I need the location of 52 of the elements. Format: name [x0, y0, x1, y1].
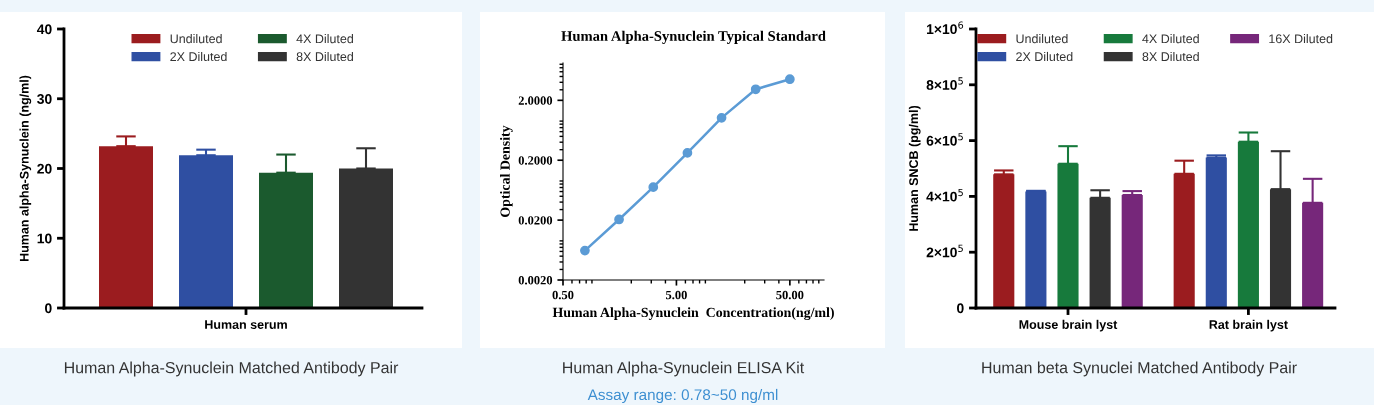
legend-label: 8X Diluted — [1142, 51, 1199, 62]
bar — [993, 174, 1015, 308]
text: Assay range: 0.78~50 ng/ml — [587, 388, 778, 404]
y-tick-label: 30 — [37, 94, 52, 104]
point — [648, 182, 659, 193]
legend-label: 4X Diluted — [1142, 34, 1199, 44]
y-tick-label: 0.0200 — [518, 216, 553, 225]
bar — [1205, 157, 1227, 308]
legend-label: 2X Diluted — [170, 51, 227, 62]
y-tick-label: 4×10$^{5}$ — [926, 188, 963, 202]
y-axis-title: Human alpha-Synuclein (ng/ml) — [19, 75, 32, 262]
chart-title: Human Alpha-Synuclein Typical Standard — [561, 30, 826, 44]
bar — [339, 168, 393, 308]
y-tick-label: 0.2000 — [518, 156, 553, 165]
x-axis-title: Human Alpha-Synuclein Concentration(ng/ml) — [552, 307, 834, 321]
y-tick-label: 1×10$^{6}$ — [927, 21, 964, 35]
y-tick-label: 10 — [37, 233, 52, 244]
text: Human Alpha-Synuclein Matched Antibody Pair — [64, 361, 399, 377]
y-axis-title: Human SNCB (pg/ml) — [908, 105, 921, 231]
point — [784, 74, 795, 85]
y-tick-label: 0 — [957, 303, 964, 314]
x-tick-label: 5.00 — [665, 290, 687, 300]
point — [682, 148, 693, 158]
y-tick-label: 0 — [45, 303, 52, 314]
y-tick-label: 8×10$^{5}$ — [926, 77, 963, 90]
y-tick-label: 2.0000 — [518, 96, 553, 105]
legend-label: Undiluted — [1016, 34, 1068, 44]
x-tick-label: Rat brain lyst — [1209, 319, 1288, 332]
bar — [179, 155, 233, 308]
x-tick-label: 0.50 — [552, 290, 574, 300]
y-tick-label: 0.0020 — [518, 276, 553, 285]
legend-label: 16X Diluted — [1269, 34, 1333, 44]
x-tick-label: 50.00 — [776, 290, 804, 300]
bar — [1121, 195, 1143, 308]
y-tick-label: 6×10$^{5}$ — [926, 133, 963, 146]
point — [614, 214, 624, 225]
legend-label: Undiluted — [170, 34, 222, 44]
y-tick-label: 2×10$^{5}$ — [926, 244, 963, 258]
y-axis-title: Optical Density — [500, 125, 513, 217]
legend-label: 4X Diluted — [296, 34, 353, 44]
text: Human Alpha-Synuclein ELISA Kit — [563, 361, 805, 377]
y-tick-label: 20 — [37, 163, 52, 174]
point — [750, 84, 761, 95]
x-tick-label: Mouse brain lyst — [1019, 319, 1118, 332]
point — [716, 112, 727, 123]
y-tick-label: 40 — [36, 24, 52, 35]
x-tick-label: Human serum — [205, 320, 287, 329]
bar — [1025, 191, 1047, 308]
text: Human beta Synuclei Matched Antibody Pair — [982, 361, 1297, 377]
legend-label: 8X Diluted — [296, 51, 353, 62]
legend-label: 2X Diluted — [1016, 51, 1073, 62]
point — [580, 245, 590, 256]
